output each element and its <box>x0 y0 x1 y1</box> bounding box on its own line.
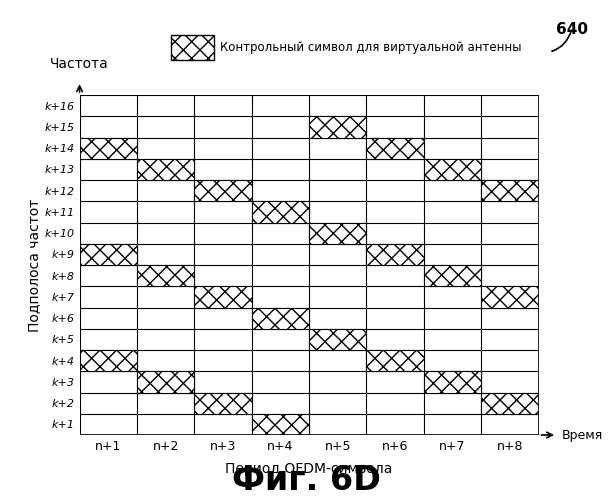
Bar <box>137 159 195 180</box>
Bar <box>137 371 195 392</box>
Bar <box>424 371 481 392</box>
Bar <box>424 265 481 286</box>
Text: 640: 640 <box>556 22 588 38</box>
Text: Подполоса частот: Подполоса частот <box>27 198 40 332</box>
Text: Фиг. 6D: Фиг. 6D <box>231 464 381 496</box>
Bar <box>195 392 252 414</box>
Bar <box>481 286 539 308</box>
Bar <box>424 159 481 180</box>
Bar <box>309 116 367 138</box>
Bar <box>481 392 539 414</box>
Bar <box>367 350 424 371</box>
Bar <box>481 180 539 201</box>
Bar <box>367 138 424 159</box>
Bar <box>367 244 424 265</box>
Text: Время: Время <box>562 428 603 442</box>
Bar <box>80 244 137 265</box>
Bar <box>80 138 137 159</box>
Bar <box>195 180 252 201</box>
Bar <box>80 350 137 371</box>
Text: Контрольный символ для виртуальной антенны: Контрольный символ для виртуальной антен… <box>220 41 522 54</box>
Bar <box>137 265 195 286</box>
Text: Частота: Частота <box>50 57 109 71</box>
Bar <box>309 222 367 244</box>
Bar <box>252 308 309 329</box>
Bar <box>195 286 252 308</box>
Text: Период OFDM-символа: Период OFDM-символа <box>225 462 393 476</box>
Bar <box>309 329 367 350</box>
Bar <box>252 201 309 222</box>
Bar <box>252 414 309 435</box>
